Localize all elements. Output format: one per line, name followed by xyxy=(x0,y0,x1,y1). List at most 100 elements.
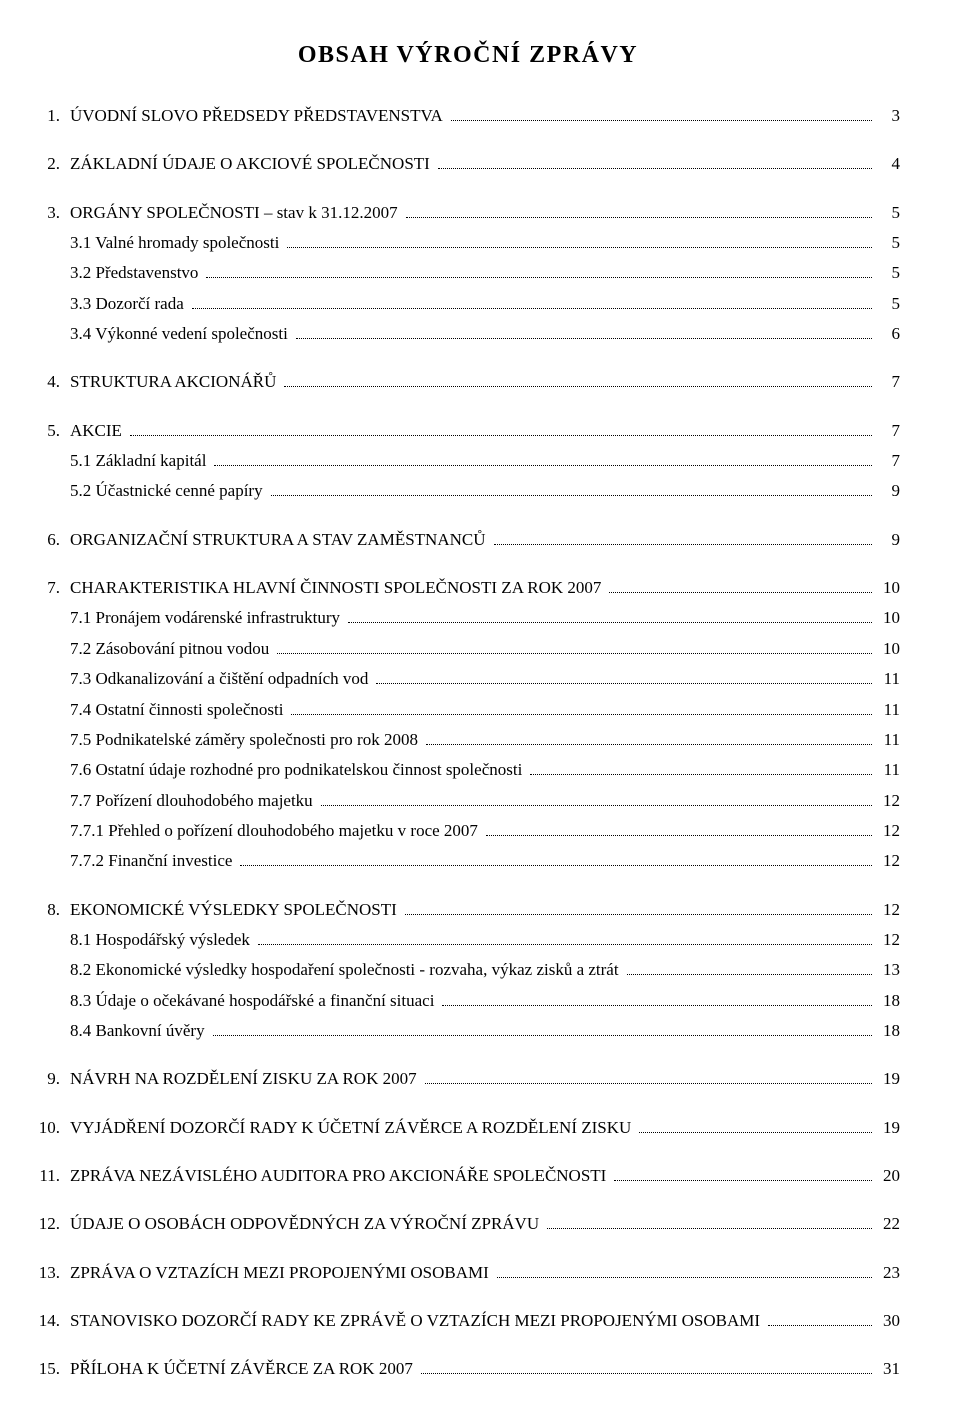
toc-entry: 7.7 Pořízení dlouhodobého majetku12 xyxy=(36,788,900,814)
toc-entry: 14.STANOVISKO DOZORČÍ RADY KE ZPRÁVĚ O V… xyxy=(36,1308,900,1334)
section-gap xyxy=(36,1048,900,1066)
toc-entry: 1.ÚVODNÍ SLOVO PŘEDSEDY PŘEDSTAVENSTVA 3 xyxy=(36,103,900,129)
toc-label: STRUKTURA AKCIONÁŘŮ xyxy=(64,369,280,395)
toc-page: 10 xyxy=(876,575,900,601)
toc-leader xyxy=(206,277,872,278)
toc-label: PŘÍLOHA K ÚČETNÍ ZÁVĚRCE ZA ROK 2007 xyxy=(64,1356,417,1382)
toc-entry: 8.EKONOMICKÉ VÝSLEDKY SPOLEČNOSTI12 xyxy=(36,897,900,923)
toc-page: 12 xyxy=(876,788,900,814)
toc-leader xyxy=(486,835,872,836)
toc-label: 8.4 Bankovní úvěry xyxy=(64,1018,209,1044)
toc-label: STANOVISKO DOZORČÍ RADY KE ZPRÁVĚ O VZTA… xyxy=(64,1308,764,1334)
toc-label: ORGÁNY SPOLEČNOSTI – stav k 31.12.2007 xyxy=(64,200,402,226)
toc-page: 5 xyxy=(876,200,900,226)
toc-page: 13 xyxy=(876,957,900,983)
toc-label: 8.1 Hospodářský výsledek xyxy=(64,927,254,953)
toc-page: 5 xyxy=(876,260,900,286)
toc-entry: 3.3 Dozorčí rada5 xyxy=(36,291,900,317)
toc-label: 5.2 Účastnické cenné papíry xyxy=(64,478,267,504)
toc-leader xyxy=(609,592,872,593)
toc-number: 4. xyxy=(36,369,64,395)
toc-leader xyxy=(425,1083,872,1084)
section-gap xyxy=(36,133,900,151)
toc-entry: 12.ÚDAJE O OSOBÁCH ODPOVĚDNÝCH ZA VÝROČN… xyxy=(36,1211,900,1237)
toc-label: 7.6 Ostatní údaje rozhodné pro podnikate… xyxy=(64,757,526,783)
toc-entry: 7.1 Pronájem vodárenské infrastruktury 10 xyxy=(36,605,900,631)
toc-page: 18 xyxy=(876,1018,900,1044)
toc-entry: 11.ZPRÁVA NEZÁVISLÉHO AUDITORA PRO AKCIO… xyxy=(36,1163,900,1189)
toc-leader xyxy=(214,465,872,466)
toc-number: 14. xyxy=(36,1308,64,1334)
toc-page: 12 xyxy=(876,927,900,953)
toc-page: 11 xyxy=(876,666,900,692)
toc-leader xyxy=(639,1132,872,1133)
toc-entry: 15.PŘÍLOHA K ÚČETNÍ ZÁVĚRCE ZA ROK 20073… xyxy=(36,1356,900,1382)
toc-entry: 5.2 Účastnické cenné papíry 9 xyxy=(36,478,900,504)
toc-entry: 7.7.2 Finanční investice12 xyxy=(36,848,900,874)
section-gap xyxy=(36,182,900,200)
section-gap xyxy=(36,400,900,418)
toc-label: 3.3 Dozorčí rada xyxy=(64,291,188,317)
toc-leader xyxy=(321,805,872,806)
toc-leader xyxy=(530,774,872,775)
toc-label: NÁVRH NA ROZDĚLENÍ ZISKU ZA ROK 2007 xyxy=(64,1066,421,1092)
toc-page: 10 xyxy=(876,605,900,631)
toc-page: 9 xyxy=(876,527,900,553)
toc-page: 9 xyxy=(876,478,900,504)
section-gap xyxy=(36,1145,900,1163)
toc-label: 7.7.2 Finanční investice xyxy=(64,848,236,874)
toc-page: 18 xyxy=(876,988,900,1014)
toc-leader xyxy=(627,974,872,975)
toc-number: 13. xyxy=(36,1260,64,1286)
toc-label: 3.2 Představenstvo xyxy=(64,260,202,286)
toc-entry: 5.1 Základní kapitál7 xyxy=(36,448,900,474)
toc-number: 3. xyxy=(36,200,64,226)
section-gap xyxy=(36,557,900,575)
toc-page: 6 xyxy=(876,321,900,347)
toc-page: 3 xyxy=(876,103,900,129)
toc-page: 7 xyxy=(876,369,900,395)
toc-page: 10 xyxy=(876,636,900,662)
toc-entry: 4.STRUKTURA AKCIONÁŘŮ 7 xyxy=(36,369,900,395)
toc-leader xyxy=(291,714,872,715)
toc-page: 4 xyxy=(876,151,900,177)
toc-entry: 10.VYJÁDŘENÍ DOZORČÍ RADY K ÚČETNÍ ZÁVĚR… xyxy=(36,1115,900,1141)
toc-label: 5.1 Základní kapitál xyxy=(64,448,210,474)
toc-label: 7.7.1 Přehled o pořízení dlouhodobého ma… xyxy=(64,818,482,844)
toc-label: 8.2 Ekonomické výsledky hospodaření spol… xyxy=(64,957,623,983)
toc-entry: 3.ORGÁNY SPOLEČNOSTI – stav k 31.12.2007… xyxy=(36,200,900,226)
toc-label: 7.1 Pronájem vodárenské infrastruktury xyxy=(64,605,344,631)
toc-entry: 8.3 Údaje o očekávané hospodářské a fina… xyxy=(36,988,900,1014)
toc-label: EKONOMICKÉ VÝSLEDKY SPOLEČNOSTI xyxy=(64,897,401,923)
section-gap xyxy=(36,351,900,369)
toc-label: 3.4 Výkonné vedení společnosti xyxy=(64,321,292,347)
toc-leader xyxy=(768,1325,872,1326)
toc-leader xyxy=(376,683,872,684)
toc-entry: 3.1 Valné hromady společnosti5 xyxy=(36,230,900,256)
toc-page: 5 xyxy=(876,230,900,256)
toc-leader xyxy=(451,120,872,121)
toc-page: 12 xyxy=(876,818,900,844)
toc-leader xyxy=(277,653,872,654)
toc-label: ZÁKLADNÍ ÚDAJE O AKCIOVÉ SPOLEČNOSTI xyxy=(64,151,434,177)
toc-leader xyxy=(284,386,872,387)
toc-leader xyxy=(258,944,872,945)
toc-number: 8. xyxy=(36,897,64,923)
toc-label: ÚVODNÍ SLOVO PŘEDSEDY PŘEDSTAVENSTVA xyxy=(64,103,447,129)
toc-leader xyxy=(494,544,873,545)
toc-label: 7.2 Zásobování pitnou vodou xyxy=(64,636,273,662)
toc-entry: 2.ZÁKLADNÍ ÚDAJE O AKCIOVÉ SPOLEČNOSTI4 xyxy=(36,151,900,177)
section-gap xyxy=(36,1290,900,1308)
toc-entry: 8.1 Hospodářský výsledek 12 xyxy=(36,927,900,953)
toc-page: 20 xyxy=(876,1163,900,1189)
toc-label: ÚDAJE O OSOBÁCH ODPOVĚDNÝCH ZA VÝROČNÍ Z… xyxy=(64,1211,543,1237)
toc-number: 11. xyxy=(36,1163,64,1189)
toc-leader xyxy=(213,1035,872,1036)
toc-leader xyxy=(497,1277,872,1278)
toc-page: 19 xyxy=(876,1066,900,1092)
toc-leader xyxy=(192,308,872,309)
toc-leader xyxy=(287,247,872,248)
toc-number: 1. xyxy=(36,103,64,129)
toc-page: 22 xyxy=(876,1211,900,1237)
toc-number: 15. xyxy=(36,1356,64,1382)
